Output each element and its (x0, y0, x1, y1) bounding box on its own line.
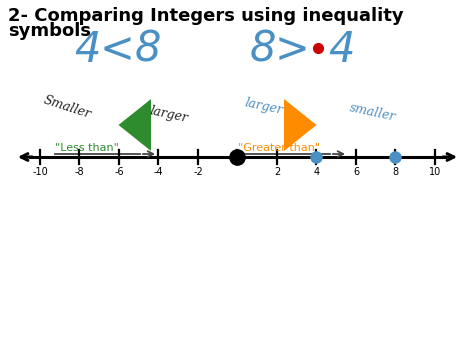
Text: 4: 4 (313, 167, 319, 177)
Text: 10: 10 (429, 167, 441, 177)
Text: symbols: symbols (8, 22, 91, 40)
Text: -8: -8 (75, 167, 84, 177)
Text: 8: 8 (250, 29, 276, 71)
Polygon shape (284, 99, 317, 151)
Text: -6: -6 (114, 167, 124, 177)
Text: 6: 6 (353, 167, 359, 177)
Text: smaller: smaller (348, 101, 397, 123)
Text: -10: -10 (32, 167, 48, 177)
Text: "Greater than": "Greater than" (238, 143, 320, 153)
Text: larger: larger (243, 97, 284, 118)
Text: 2: 2 (274, 167, 280, 177)
Text: -2: -2 (193, 167, 203, 177)
Text: 8: 8 (135, 29, 161, 71)
Text: 2- Comparing Integers using inequality: 2- Comparing Integers using inequality (8, 7, 404, 25)
Text: 8: 8 (392, 167, 399, 177)
Polygon shape (118, 99, 151, 151)
Text: <: < (100, 29, 135, 71)
Text: Smaller: Smaller (42, 93, 93, 121)
Text: 4: 4 (75, 29, 101, 71)
Text: -4: -4 (154, 167, 164, 177)
Text: >: > (274, 29, 310, 71)
Text: larger: larger (148, 105, 189, 125)
Text: "Less than": "Less than" (55, 143, 119, 153)
Text: 4: 4 (329, 29, 355, 71)
